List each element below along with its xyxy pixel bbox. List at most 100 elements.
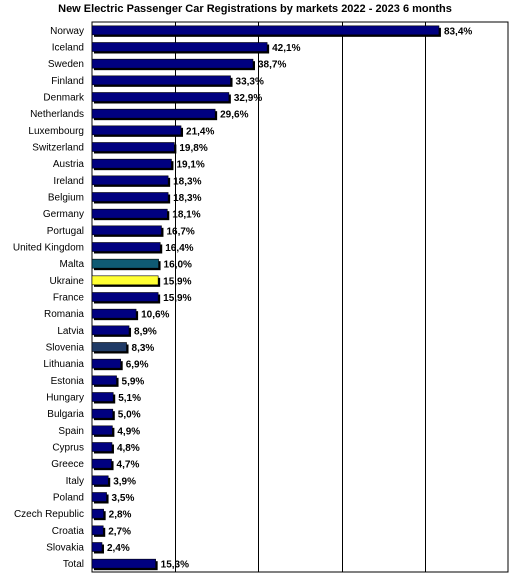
value-labels: 83,4% 42,1% 38,7% 33,3% 32,9% 29,6% 21,4% 19,8%… bbox=[107, 26, 472, 570]
value-label: 18,3% bbox=[173, 176, 201, 187]
bar-estonia bbox=[91, 375, 117, 386]
bar-slovakia bbox=[91, 542, 103, 552]
value-label: 4,8% bbox=[117, 443, 140, 454]
bar-croatia bbox=[91, 525, 104, 536]
bar-finland bbox=[91, 75, 231, 86]
bar-latvia bbox=[91, 325, 130, 336]
category-label: Romania bbox=[44, 309, 84, 320]
bars bbox=[91, 25, 441, 571]
bar-germany bbox=[91, 208, 168, 219]
value-label: 8,9% bbox=[134, 326, 157, 337]
category-label: Denmark bbox=[43, 93, 85, 104]
value-label: 29,6% bbox=[220, 110, 248, 121]
value-label: 3,5% bbox=[112, 493, 135, 504]
bar-romania bbox=[91, 308, 137, 319]
category-label: Belgium bbox=[48, 193, 84, 204]
category-label: Bulgaria bbox=[47, 409, 84, 420]
value-label: 15,3% bbox=[161, 560, 189, 571]
bar-netherlands bbox=[91, 108, 216, 119]
bar-ukraine bbox=[91, 275, 159, 286]
value-label: 2,7% bbox=[108, 526, 131, 537]
bar-total bbox=[91, 558, 156, 569]
value-label: 38,7% bbox=[258, 60, 286, 71]
value-label: 16,4% bbox=[165, 243, 193, 254]
category-label: Ukraine bbox=[50, 276, 85, 287]
value-label: 21,4% bbox=[186, 126, 214, 137]
category-label: Iceland bbox=[52, 43, 84, 54]
value-label: 19,8% bbox=[179, 143, 207, 154]
bar-portugal bbox=[91, 225, 162, 236]
value-label: 3,9% bbox=[113, 476, 136, 487]
category-label: Poland bbox=[53, 493, 84, 504]
category-label: Croatia bbox=[52, 526, 85, 537]
category-label: Slovenia bbox=[46, 343, 85, 354]
category-label: Total bbox=[63, 559, 84, 570]
category-label: Italy bbox=[66, 476, 84, 487]
chart-title: New Electric Passenger Car Registrations… bbox=[58, 3, 452, 15]
bar-iceland bbox=[91, 42, 268, 52]
category-label: Malta bbox=[60, 259, 85, 270]
bar-switzerland bbox=[91, 142, 175, 152]
value-label: 4,9% bbox=[117, 426, 140, 437]
category-label: Sweden bbox=[48, 59, 84, 70]
value-label: 83,4% bbox=[444, 26, 472, 37]
value-label: 32,9% bbox=[234, 93, 262, 104]
category-label: Ireland bbox=[53, 176, 84, 187]
bar-austria bbox=[91, 158, 172, 169]
category-label: Switzerland bbox=[32, 143, 84, 154]
bar-spain bbox=[91, 425, 113, 436]
bar-hungary bbox=[91, 392, 114, 402]
value-label: 2,8% bbox=[109, 510, 132, 521]
bar-norway bbox=[91, 25, 440, 36]
value-label: 10,6% bbox=[141, 310, 169, 321]
value-label: 15,9% bbox=[163, 293, 191, 304]
bar-italy bbox=[91, 475, 109, 486]
value-label: 2,4% bbox=[107, 543, 130, 554]
bar-belgium bbox=[91, 192, 169, 202]
value-label: 5,1% bbox=[118, 393, 141, 404]
value-label: 4,7% bbox=[117, 460, 140, 471]
category-label: Lithuania bbox=[43, 359, 84, 370]
category-label: Portugal bbox=[47, 226, 84, 237]
value-label: 18,1% bbox=[172, 210, 200, 221]
category-label: Netherlands bbox=[30, 109, 84, 120]
value-label: 6,9% bbox=[126, 360, 149, 371]
category-label: Austria bbox=[53, 159, 85, 170]
bar-malta bbox=[91, 258, 159, 269]
category-label: Slovakia bbox=[46, 543, 84, 554]
category-label: Hungary bbox=[46, 393, 84, 404]
value-label: 15,9% bbox=[163, 276, 191, 287]
bar-bulgaria bbox=[91, 408, 114, 419]
category-label: United Kingdom bbox=[13, 243, 84, 254]
value-label: 16,0% bbox=[164, 260, 192, 271]
category-label: Spain bbox=[58, 426, 84, 437]
value-label: 5,9% bbox=[122, 376, 145, 387]
bar-ireland bbox=[91, 175, 169, 186]
bar-france bbox=[91, 292, 159, 302]
bar-greece bbox=[91, 458, 112, 469]
bar-united-kingdom bbox=[91, 242, 161, 252]
value-label: 8,3% bbox=[132, 343, 155, 354]
value-label: 16,7% bbox=[166, 226, 194, 237]
value-label: 5,0% bbox=[118, 410, 141, 421]
bar-denmark bbox=[91, 92, 230, 102]
category-label: Greece bbox=[51, 459, 84, 470]
category-label: France bbox=[53, 293, 85, 304]
value-label: 18,3% bbox=[173, 193, 201, 204]
bar-luxembourg bbox=[91, 125, 182, 136]
category-label: Cyprus bbox=[52, 443, 84, 454]
category-label: Czech Republic bbox=[14, 509, 84, 520]
bar-cyprus bbox=[91, 442, 113, 452]
category-label: Luxembourg bbox=[28, 126, 84, 137]
category-label: Finland bbox=[51, 76, 84, 87]
category-label: Latvia bbox=[57, 326, 84, 337]
bar-poland bbox=[91, 492, 107, 502]
category-label: Germany bbox=[43, 209, 84, 220]
category-labels: Norway Iceland Sweden Finland Denmark Netherl… bbox=[13, 26, 85, 570]
bar-lithuania bbox=[91, 358, 122, 369]
category-label: Norway bbox=[50, 26, 84, 37]
value-label: 33,3% bbox=[236, 76, 264, 87]
value-label: 42,1% bbox=[272, 43, 300, 54]
